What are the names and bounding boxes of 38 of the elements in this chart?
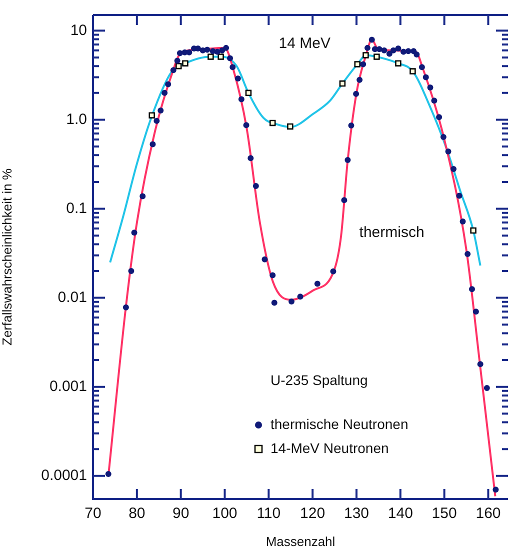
point: [410, 68, 416, 74]
x-tick-label: 80: [128, 505, 146, 522]
point: [395, 60, 402, 66]
x-tick-label: 120: [300, 505, 326, 522]
y-tick-label: 10: [70, 22, 87, 39]
point: [182, 60, 188, 66]
x-tick-label: 70: [84, 505, 102, 522]
y-tick-label: 0.01: [58, 288, 87, 306]
point: [176, 62, 182, 70]
legend-label: 14-MeV Neutronen: [270, 440, 389, 456]
point: [218, 54, 224, 60]
annotation: 14 MeV: [278, 35, 330, 52]
point: [245, 90, 252, 96]
point: [362, 52, 369, 58]
x-tick-label: 100: [212, 505, 238, 522]
x-tick-label: 150: [432, 505, 457, 522]
x-tick-label: 110: [256, 505, 281, 522]
legend-label: thermische Neutronen: [270, 416, 408, 432]
point: [208, 54, 214, 60]
y-tick-label: 1.0: [66, 110, 87, 128]
point: [354, 61, 360, 68]
x-tick-label: 160: [476, 505, 501, 522]
y-tick-label: 0.0001: [41, 467, 87, 484]
point: [374, 54, 380, 60]
point: [287, 123, 294, 130]
y-tick-label: 0.001: [49, 378, 87, 395]
point: [148, 112, 155, 118]
x-tick-label: 130: [344, 505, 370, 522]
point: [269, 120, 276, 126]
y-axis-title: Zerfallswahrscheinlichkeit in %: [0, 168, 14, 346]
x-axis-title: Massenzahl: [266, 534, 336, 549]
x-tick-label: 90: [172, 505, 190, 522]
annotation: thermisch: [359, 224, 424, 241]
legend-title: U-235 Spaltung: [270, 372, 368, 388]
point: [339, 80, 346, 87]
point: [470, 227, 476, 234]
x-tick-label: 140: [388, 505, 413, 522]
y-tick-label: 0.1: [66, 200, 87, 217]
